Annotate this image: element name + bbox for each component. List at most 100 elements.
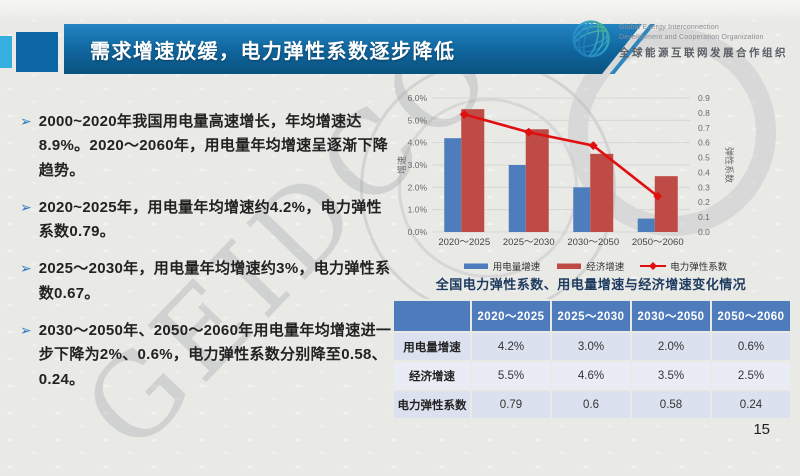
bar-用电量增速 bbox=[444, 138, 462, 232]
legend-label: 经济增速 bbox=[586, 262, 625, 273]
right-axis-tick: 0.6 bbox=[698, 138, 710, 148]
chart-legend: 用电量增速 经济增速 电力弹性系数 bbox=[396, 259, 794, 273]
bullet-list: ➢ 2000~2020年我国用电量高速增长，年均增速达8.9%。2020～2060… bbox=[20, 110, 394, 392]
bullet-section: ➢ 2000~2020年我国用电量高速增长，年均增速达8.9%。2020～2060… bbox=[20, 110, 394, 405]
org-logo: Global Energy Interconnection Developmen… bbox=[570, 18, 788, 65]
x-axis-label: 2050～2060 bbox=[632, 237, 684, 248]
org-name-en-line2: Development and Cooperation Organization bbox=[619, 33, 764, 41]
bullet-item: ➢ 2030～2050年、2050～2060年用电量年均增速进一步下降为2%、0.… bbox=[20, 319, 394, 392]
table-cell: 3.0% bbox=[550, 331, 632, 362]
globe-icon bbox=[570, 18, 612, 65]
legend-marker-icon bbox=[463, 263, 488, 269]
legend-swatch bbox=[463, 263, 488, 269]
bullet-text: 2030～2050年、2050～2060年用电量年均增速进一步下降为2%、0.6… bbox=[38, 322, 392, 388]
legend-item: 经济增速 bbox=[556, 259, 624, 273]
bar-经济增速 bbox=[525, 129, 549, 232]
table-header-cell: 2050～2060 bbox=[710, 299, 792, 333]
top-fade-decoration bbox=[0, 0, 800, 22]
table-row-label: 用电量增速 bbox=[392, 331, 472, 362]
table-header-cell: 2030～2050 bbox=[630, 299, 712, 333]
table-cell: 4.2% bbox=[470, 331, 552, 362]
accent-square-light bbox=[0, 36, 12, 68]
title-banner: 需求增速放缓，电力弹性系数逐步降低 bbox=[64, 24, 642, 74]
left-axis-tick: 2.0% bbox=[408, 182, 428, 192]
left-axis-tick: 5.0% bbox=[408, 115, 428, 125]
bar-用电量增速 bbox=[637, 218, 655, 232]
line-电力弹性系数 bbox=[463, 113, 659, 198]
org-name-en-line1: Global Energy Interconnection bbox=[619, 24, 719, 32]
left-axis-tick: 1.0% bbox=[408, 205, 428, 215]
bullet-item: ➢ 2025～2030年，用电量年均增速约3%，电力弹性系数0.67。 bbox=[20, 257, 394, 306]
legend-marker-icon bbox=[640, 262, 667, 270]
table-row: 电力弹性系数 0.79 0.6 0.58 0.24 bbox=[392, 389, 792, 420]
right-axis-tick: 0.8 bbox=[698, 108, 710, 118]
bar-用电量增速 bbox=[573, 187, 591, 232]
table-row-label: 经济增速 bbox=[392, 360, 472, 391]
bullet-arrow-icon: ➢ bbox=[20, 322, 32, 339]
table-row-label: 电力弹性系数 bbox=[392, 389, 472, 420]
line-marker bbox=[459, 109, 469, 119]
left-axis-tick: 3.0% bbox=[408, 160, 428, 170]
right-axis-label: 弹性系数 bbox=[724, 147, 735, 183]
line-marker bbox=[653, 191, 663, 201]
bar-经济增速 bbox=[590, 153, 614, 232]
right-axis-tick: 0.0 bbox=[698, 227, 710, 237]
table-header-cell: 2020～2025 bbox=[470, 299, 552, 333]
table-row: 用电量增速 4.2% 3.0% 2.0% 0.6% bbox=[392, 331, 792, 362]
legend-marker-icon bbox=[557, 263, 582, 269]
org-name-cn: 全球能源互联网发展合作组织 bbox=[619, 46, 788, 59]
bullet-arrow-icon: ➢ bbox=[20, 260, 32, 277]
table-cell: 0.58 bbox=[630, 389, 712, 420]
legend-label: 电力弹性系数 bbox=[670, 262, 728, 273]
bar-用电量增速 bbox=[508, 165, 526, 232]
table-cell: 2.0% bbox=[630, 331, 712, 362]
table-header-row: 2020～2025 2025～2030 2030～2050 2050～2060 bbox=[392, 299, 792, 333]
data-table-section: 全国电力弹性系数、用电量增速与经济增速变化情况 2020～2025 2025～20… bbox=[392, 274, 792, 420]
legend-item: 电力弹性系数 bbox=[640, 259, 727, 273]
bullet-text: 2025～2030年，用电量年均增速约3%，电力弹性系数0.67。 bbox=[38, 260, 391, 302]
legend-label: 用电量增速 bbox=[492, 262, 541, 273]
right-axis-tick: 0.4 bbox=[698, 167, 710, 177]
table-cell: 0.24 bbox=[710, 389, 792, 420]
legend-diamond bbox=[649, 262, 658, 270]
right-axis-tick: 0.2 bbox=[698, 197, 710, 207]
bullet-text: 2000~2020年我国用电量高速增长，年均增速达8.9%。2020～2060年… bbox=[38, 113, 389, 179]
table-title: 全国电力弹性系数、用电量增速与经济增速变化情况 bbox=[435, 277, 747, 292]
left-axis-label: 增速 bbox=[396, 156, 407, 174]
table-cell: 3.5% bbox=[630, 360, 712, 391]
legend-swatch bbox=[557, 263, 582, 269]
x-axis-label: 2020～2025 bbox=[438, 237, 490, 248]
table-cell: 0.6% bbox=[710, 331, 792, 362]
x-axis-label: 2030～2050 bbox=[567, 237, 619, 248]
data-table: 2020～2025 2025～2030 2030～2050 2050～2060 用电量… bbox=[392, 299, 792, 420]
bullet-arrow-icon: ➢ bbox=[20, 113, 32, 129]
bar-经济增速 bbox=[461, 109, 485, 232]
table-cell: 0.79 bbox=[470, 389, 552, 420]
bullet-item: ➢ 2020~2025年，用电量年均增速约4.2%，电力弹性系数0.79。 bbox=[20, 196, 394, 245]
right-axis-tick: 0.3 bbox=[698, 182, 710, 192]
line-marker bbox=[524, 127, 534, 137]
bullet-text: 2020~2025年，用电量年均增速约4.2%，电力弹性系数0.79。 bbox=[38, 198, 382, 241]
accent-square-dark bbox=[16, 32, 58, 72]
table-cell: 4.6% bbox=[550, 360, 632, 391]
table-header-cell: 2025～2030 bbox=[550, 299, 632, 333]
bullet-item: ➢ 2000~2020年我国用电量高速增长，年均增速达8.9%。2020～2060… bbox=[20, 110, 394, 183]
legend-item: 用电量增速 bbox=[463, 259, 541, 273]
right-axis-tick: 0.5 bbox=[698, 153, 710, 163]
bullet-arrow-icon: ➢ bbox=[20, 198, 32, 215]
bar-经济增速 bbox=[654, 176, 678, 232]
table-cell: 2.5% bbox=[710, 360, 792, 391]
page-title: 需求增速放缓，电力弹性系数逐步降低 bbox=[90, 40, 456, 63]
chart: 0.0% 1.0% 2.0% 3.0% 4.0% 5.0% 6.0% 0.0 0.1 0.2 0.3… bbox=[396, 86, 794, 273]
table-cell: 0.6 bbox=[550, 389, 632, 420]
right-axis-tick: 0.7 bbox=[698, 123, 710, 133]
table-cell: 5.5% bbox=[470, 360, 552, 391]
line-marker bbox=[588, 141, 598, 151]
page-number: 15 bbox=[753, 421, 770, 438]
left-axis-tick: 6.0% bbox=[408, 93, 428, 103]
chart-canvas: 0.0% 1.0% 2.0% 3.0% 4.0% 5.0% 6.0% 0.0 0.1 0.2 0.3… bbox=[396, 93, 735, 248]
right-axis-tick: 0.1 bbox=[698, 212, 710, 222]
left-axis-tick: 0.0% bbox=[408, 227, 428, 237]
right-axis-tick: 0.9 bbox=[698, 93, 710, 103]
x-axis-label: 2025～2030 bbox=[503, 237, 555, 248]
